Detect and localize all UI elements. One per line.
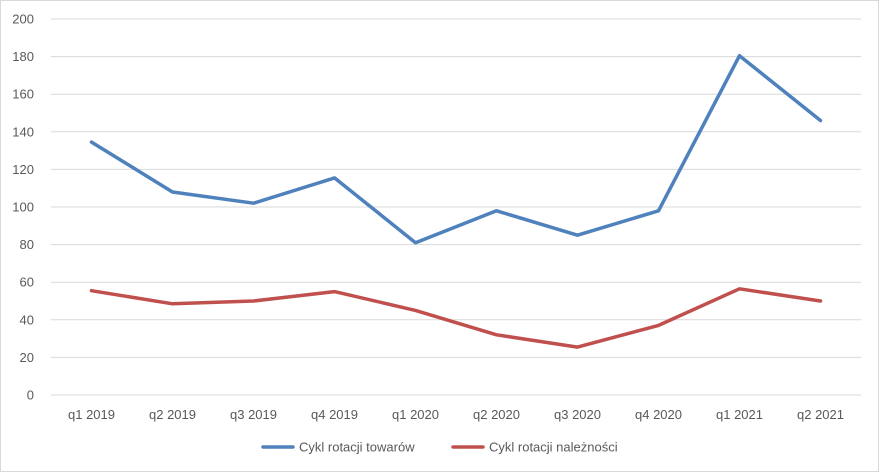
gridlines <box>51 18 861 396</box>
x-tick-label: q3 2019 <box>230 407 277 422</box>
series-line-2 <box>89 287 823 349</box>
y-tick-label: 120 <box>12 162 34 177</box>
legend-label-1: Cykl rotacji towarów <box>299 440 415 455</box>
x-tick-label: q2 2021 <box>797 407 844 422</box>
x-tick-label: q1 2021 <box>716 407 763 422</box>
y-tick-label: 20 <box>20 350 34 365</box>
y-tick-label: 180 <box>12 49 34 64</box>
y-tick-label: 60 <box>20 275 34 290</box>
y-tick-label: 200 <box>12 12 34 27</box>
y-tick-label: 100 <box>12 200 34 215</box>
x-tick-label: q4 2019 <box>311 407 358 422</box>
series-line-1 <box>89 53 823 245</box>
x-tick-label: q1 2019 <box>68 407 115 422</box>
y-tick-label: 140 <box>12 124 34 139</box>
y-tick-label: 80 <box>20 237 34 252</box>
y-axis-tick-labels: 0 20 40 60 80 100 120 140 160 180 200 <box>12 12 34 403</box>
legend-label-2: Cykl rotacji należności <box>489 440 618 455</box>
y-tick-label: 160 <box>12 87 34 102</box>
series-lines <box>89 53 823 349</box>
y-tick-label: 0 <box>27 388 34 403</box>
y-tick-label: 40 <box>20 312 34 327</box>
x-tick-label: q4 2020 <box>635 407 682 422</box>
x-tick-label: q1 2020 <box>392 407 439 422</box>
x-tick-label: q2 2019 <box>149 407 196 422</box>
legend: Cykl rotacji towarów Cykl rotacji należno… <box>261 440 618 455</box>
x-tick-label: q2 2020 <box>473 407 520 422</box>
x-tick-label: q3 2020 <box>554 407 601 422</box>
x-axis-tick-labels: q1 2019 q2 2019 q3 2019 q4 2019 q1 2020 q2 20… <box>68 407 844 422</box>
